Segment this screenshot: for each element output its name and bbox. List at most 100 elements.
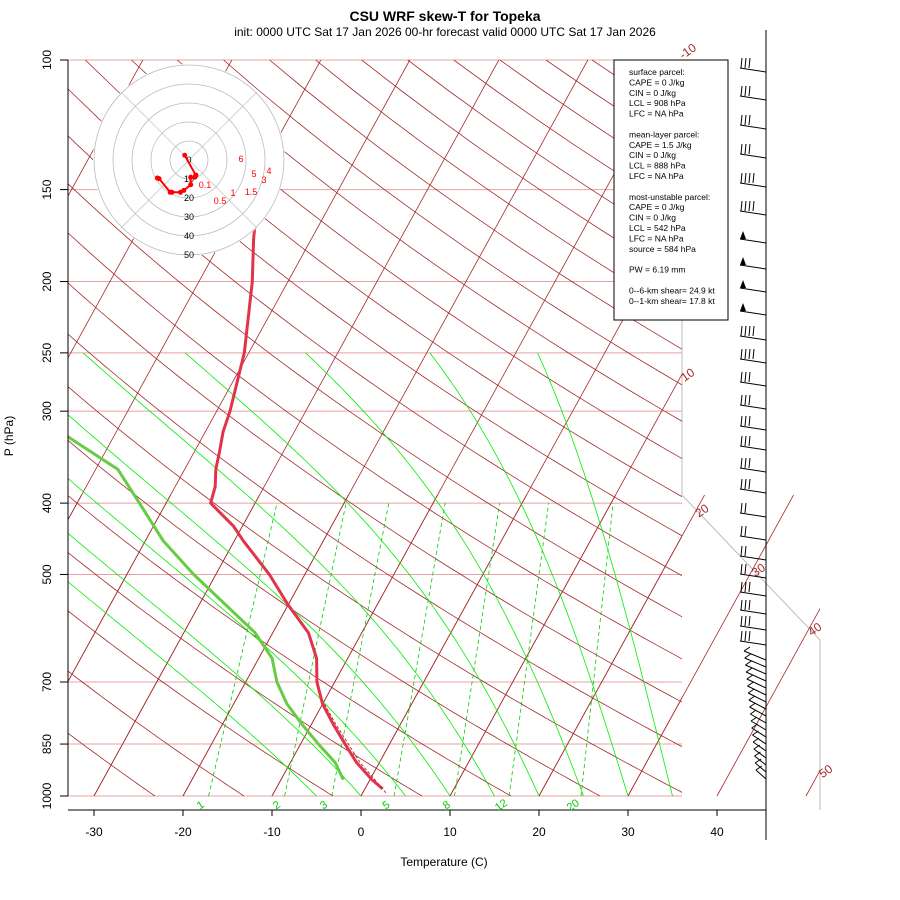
- mixing-ratio-label: 5: [380, 799, 392, 812]
- wind-barb: [748, 695, 767, 710]
- hodograph-point-label: 0.1: [199, 180, 212, 190]
- wind-barb: [739, 581, 767, 597]
- hodograph-point-label: 6: [238, 154, 243, 164]
- wind-barb: [739, 502, 767, 518]
- sounding-profiles: [68, 90, 387, 794]
- mixing-ratio-line: [580, 503, 614, 797]
- isotherm-line: [360, 495, 528, 797]
- stats-line: PW = 6.19 mm: [629, 265, 685, 275]
- isotherm-line: [895, 60, 900, 796]
- y-tick-label: 200: [40, 271, 54, 291]
- mixing-ratio-label: 12: [493, 797, 510, 814]
- isotherm-line: [627, 495, 795, 797]
- hodograph-point-label: 5: [251, 169, 256, 179]
- wind-barb: [739, 435, 767, 451]
- dry-adiabat: [822, 60, 900, 796]
- x-tick-label: 10: [443, 825, 457, 839]
- temperature-profile: [209, 90, 384, 791]
- wind-barb: [750, 716, 767, 731]
- isotherm-line: [93, 495, 261, 797]
- dewpoint-profile: [68, 434, 345, 781]
- wind-barb: [739, 280, 767, 293]
- moist-adiabat: [68, 581, 317, 796]
- mixing-ratio-line: [393, 503, 446, 797]
- isotherm-label: 40: [805, 620, 824, 639]
- hodograph-ring: [169, 140, 209, 180]
- dry-adiabat: [68, 551, 423, 796]
- dry-adiabat: [85, 60, 682, 498]
- dry-adiabat: [315, 60, 682, 315]
- isotherm-line: [538, 495, 706, 797]
- wind-barb: [739, 200, 767, 216]
- y-tick-label: 1000: [40, 782, 54, 809]
- wind-barb: [739, 545, 767, 561]
- y-tick-label: 700: [40, 672, 54, 692]
- wind-barb: [739, 457, 767, 473]
- y-tick-label: 150: [40, 179, 54, 199]
- stats-line: LFC = NA hPa: [629, 171, 684, 181]
- x-axis-ticks: -30 -20 -10 0 10 20 30 40: [85, 810, 724, 839]
- moist-adiabat: [429, 352, 629, 796]
- dry-adiabat: [68, 386, 682, 793]
- wind-barb: [739, 57, 767, 73]
- isotherm-label: -10: [677, 40, 700, 62]
- wind-barb: [744, 653, 767, 668]
- hodograph-ring-label: 30: [184, 212, 194, 222]
- moist-adiabat: [68, 414, 451, 796]
- wind-barb: [743, 646, 767, 661]
- y-tick-label: 850: [40, 734, 54, 754]
- wind-barb: [745, 667, 767, 682]
- hodograph-point-label: 3: [261, 175, 266, 185]
- moist-adiabat: [184, 352, 540, 796]
- isotherm-label: 50: [816, 762, 835, 781]
- mixing-ratio-line: [208, 503, 278, 797]
- hodograph-ring-label: 10: [184, 174, 194, 184]
- wind-barb: [739, 325, 767, 341]
- wind-barb: [739, 478, 767, 494]
- stats-line: CIN = 0 J/kg: [629, 150, 676, 160]
- wind-barb: [750, 709, 767, 724]
- wind-barb: [739, 599, 767, 615]
- mixing-ratio-label: 3: [318, 799, 330, 812]
- isotherm-line: [271, 495, 439, 797]
- isotherm-line: [68, 495, 172, 683]
- hodograph-point-label: 4: [266, 166, 271, 176]
- isotherm-line: [68, 60, 144, 197]
- mixing-ratio-label: 1: [195, 799, 207, 812]
- hodograph-point: [169, 189, 175, 195]
- dry-adiabat: [223, 60, 682, 386]
- dry-adiabat: [68, 183, 682, 618]
- wind-barb: [754, 751, 767, 766]
- frame-line: [681, 494, 821, 641]
- wind-barb: [751, 723, 767, 738]
- hodograph-ring: [93, 64, 285, 256]
- dry-adiabat: [68, 333, 682, 748]
- wind-barb: [739, 114, 767, 130]
- wind-barb: [739, 257, 767, 270]
- mixing-ratio-label: 8: [441, 799, 453, 812]
- dry-adiabat: [68, 88, 682, 537]
- dry-adiabat: [68, 732, 156, 796]
- wind-barb: [739, 525, 767, 541]
- stats-line: CAPE = 1.5 J/kg: [629, 140, 692, 150]
- dry-adiabat: [776, 60, 900, 796]
- mixing-ratio-label: 20: [565, 797, 582, 814]
- hodograph-ring-label: 40: [184, 231, 194, 241]
- y-axis-ticks: 1000 850 700 500 400 300 250 200 150 100: [40, 50, 68, 809]
- hodograph-point-label: 1.5: [245, 187, 258, 197]
- y-tick-label: 400: [40, 493, 54, 513]
- wind-barb: [747, 681, 767, 696]
- stats-line: mean-layer parcel:: [629, 129, 699, 139]
- hodograph-point: [188, 182, 194, 188]
- hodograph-ring-label: 20: [184, 193, 194, 203]
- mixing-ratio-line: [331, 503, 390, 797]
- hodograph-ring: [150, 121, 228, 199]
- dry-adiabat: [68, 610, 334, 796]
- wind-barb: [753, 744, 767, 759]
- dry-adiabat: [869, 60, 900, 796]
- wind-barb: [749, 702, 767, 717]
- y-tick-label: 300: [40, 401, 54, 421]
- y-tick-label: 250: [40, 343, 54, 363]
- wind-barb: [739, 172, 767, 188]
